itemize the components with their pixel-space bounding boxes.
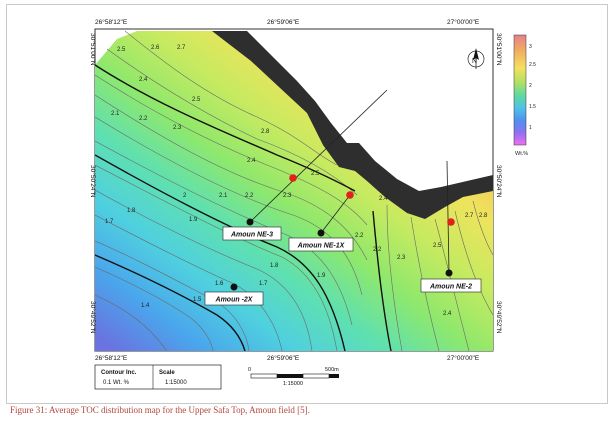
fault-band [212, 31, 493, 219]
contour-label: 1.8 [127, 208, 136, 214]
figure-frame: 2.6 2.7 2.5 2.4 2.5 2.8 2.3 2.4 2.5 2.2 … [6, 4, 608, 404]
figure-caption: Figure 31: Average TOC distribution map … [10, 405, 605, 415]
contour-label: 1.9 [189, 217, 198, 223]
contour-label: 2.2 [373, 247, 382, 253]
color-bar: 3 2.5 2 1.5 1 Wt.% [513, 34, 536, 157]
scale-distance: 500m [325, 367, 339, 373]
well-marker-ne1x[interactable] [317, 229, 325, 237]
scale-ratio: 1:15000 [283, 381, 303, 387]
target-point-ne3[interactable] [289, 174, 297, 182]
legend-scale-header: Scale [159, 370, 175, 376]
contour-label: 2.8 [479, 213, 488, 219]
colorbar-tick: 1 [529, 125, 532, 131]
well-label-ne3: Amoun NE-3 [230, 232, 273, 239]
contour-labels: 2.6 2.7 2.5 2.4 2.5 2.8 2.3 2.4 2.5 2.2 … [105, 45, 488, 317]
coord-top-right: 27°00'00"E [447, 18, 480, 26]
legend-box: Contour Inc. 0.1 Wt. % Scale 1:15000 [94, 364, 222, 390]
well-labels: Amoun NE-3 Amoun NE-1X Amoun NE-2 Amoun … [204, 226, 482, 306]
coord-right-top: 30°51'00"N [495, 33, 503, 66]
contour-label: 1.7 [105, 219, 114, 225]
well-trajectories [249, 89, 450, 274]
coord-right-mid: 30°50'24"N [495, 165, 503, 198]
contour-label: 2 [183, 193, 187, 199]
contour-label: 2.5 [192, 97, 201, 103]
coord-left-bottom: 30°49'52"N [89, 301, 97, 334]
contour-label: 1.7 [259, 281, 268, 287]
colorbar-tick: 2 [529, 83, 532, 89]
coord-left-top: 30°51'00"N [89, 33, 97, 66]
legend-scale-value: 1:15000 [165, 380, 187, 386]
contour-label: 1.4 [141, 303, 150, 309]
contour-label: 2.3 [283, 193, 292, 199]
coord-left-mid: 30°50'24"N [89, 165, 97, 198]
colorbar-tick: 3 [529, 44, 532, 50]
colorbar-tick: 2.5 [529, 62, 536, 68]
contour-label: 1.9 [317, 273, 326, 279]
contour-label: 2.4 [139, 77, 148, 83]
contour-label: 2.2 [245, 193, 254, 199]
contour-label: 2.2 [355, 233, 364, 239]
well-marker-2x[interactable] [230, 283, 238, 291]
well-label-ne1x: Amoun NE-1X [297, 243, 346, 250]
coordinate-labels: 26°58'12"E 26°59'06"E 27°00'00"E 26°58'1… [89, 18, 503, 362]
well-marker-ne2[interactable] [445, 269, 453, 277]
contour-label: 2.3 [173, 125, 182, 131]
well-marker-ne3[interactable] [246, 218, 254, 226]
contour-label: 2.8 [261, 129, 270, 135]
contour-label: 2.6 [151, 45, 160, 51]
colorbar-unit: Wt.% [515, 151, 528, 157]
legend-contour-header: Contour Inc. [101, 370, 137, 376]
coord-bottom-mid: 26°59'06"E [267, 354, 300, 362]
coord-top-mid: 26°59'06"E [267, 18, 300, 26]
contour-label: 2.7 [177, 45, 186, 51]
contour-label: 2.3 [397, 255, 406, 261]
contour-label: 1.6 [215, 281, 224, 287]
contour-label: 2.5 [117, 47, 126, 53]
coord-bottom-left: 26°58'12"E [95, 354, 128, 362]
well-label-2x: Amoun -2X [215, 297, 254, 304]
contour-label: 2.5 [433, 243, 442, 249]
contour-label: 1.8 [270, 263, 279, 269]
major-contours [95, 64, 392, 351]
north-arrow: N [467, 48, 485, 69]
target-point-ne2[interactable] [447, 218, 455, 226]
coord-top-left: 26°58'12"E [95, 18, 128, 26]
well-points [230, 174, 455, 291]
caption-prefix: Figure 31: [10, 405, 48, 415]
contour-label: 1.5 [193, 297, 202, 303]
contour-lines [95, 30, 493, 351]
toc-surface [95, 31, 493, 351]
caption-text: Average TOC distribution map for the Upp… [49, 405, 310, 415]
toc-map-figure: 2.6 2.7 2.5 2.4 2.5 2.8 2.3 2.4 2.5 2.2 … [89, 18, 536, 390]
contour-label: 2.5 [311, 171, 320, 177]
scale-bar: 0 500m 1:15000 [248, 367, 339, 387]
scale-zero: 0 [248, 367, 251, 373]
contour-label: 2.4 [379, 196, 388, 202]
contour-label: 2.4 [247, 158, 256, 164]
contour-label: 2.1 [219, 193, 228, 199]
legend-contour-value: 0.1 Wt. % [103, 380, 130, 386]
target-point-ne1x[interactable] [346, 191, 354, 199]
north-label: N [472, 58, 477, 65]
colorbar-tick: 1.5 [529, 104, 536, 110]
coord-right-bottom: 30°49'52"N [495, 301, 503, 334]
well-label-ne2: Amoun NE-2 [429, 284, 472, 291]
coord-bottom-right: 27°00'00"E [447, 354, 480, 362]
contour-label: 2.7 [465, 213, 474, 219]
contour-label: 2.4 [443, 311, 452, 317]
contour-label: 2.2 [139, 116, 148, 122]
contour-label: 2.1 [111, 111, 120, 117]
